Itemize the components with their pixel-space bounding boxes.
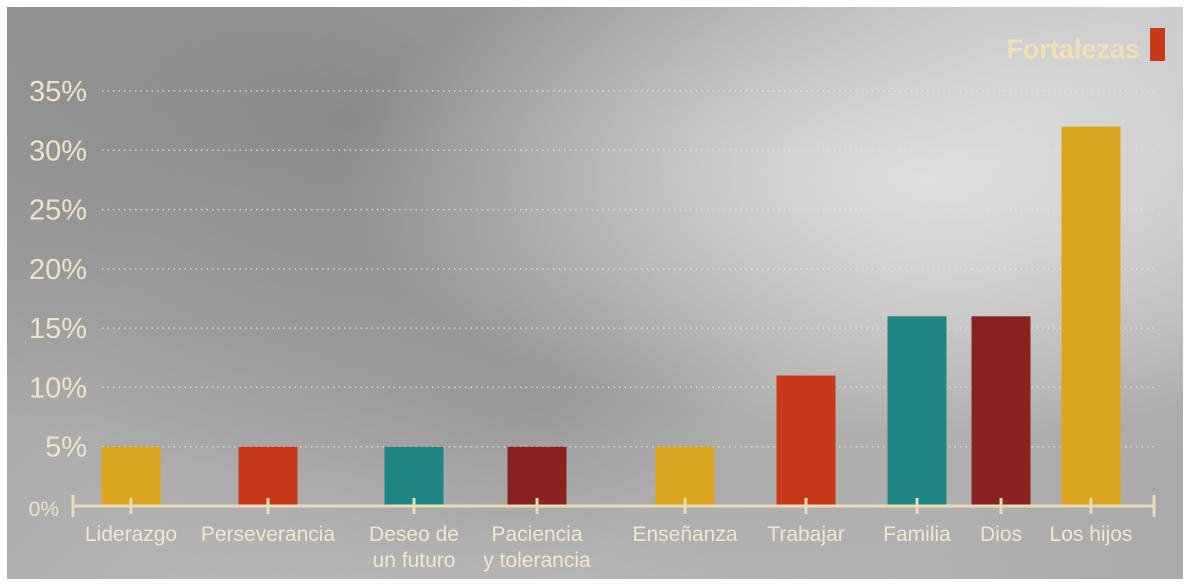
- bar: [101, 446, 161, 506]
- x-tick-label: Los hijos: [1050, 523, 1133, 546]
- x-tick-label: Deseo de: [369, 523, 459, 546]
- y-tick-label: 0%: [29, 498, 59, 521]
- y-tick-label: 20%: [29, 254, 87, 286]
- x-tick-label: Enseñanza: [632, 523, 737, 546]
- bars: [101, 126, 1121, 507]
- y-tick-label: 35%: [29, 76, 87, 108]
- y-tick-label: 10%: [29, 372, 87, 404]
- x-tick-label: un futuro: [373, 549, 456, 572]
- x-tick-label: Dios: [980, 523, 1022, 546]
- x-tick-label: Familia: [883, 523, 951, 546]
- y-tick-label: 30%: [29, 135, 87, 167]
- x-tick-label: Perseverancia: [201, 523, 336, 546]
- legend-label: Fortalezas: [1006, 34, 1140, 64]
- x-tick-label: Trabajar: [767, 523, 844, 546]
- bar: [238, 446, 298, 506]
- bar: [776, 375, 836, 506]
- bar: [655, 446, 715, 506]
- legend: Fortalezas: [1006, 28, 1165, 64]
- y-tick-label: 15%: [29, 313, 87, 345]
- y-axis-ticks: 0% 5% 10% 15% 20% 25% 30% 35%: [29, 76, 87, 521]
- bar: [1061, 126, 1121, 507]
- bar: [971, 316, 1031, 506]
- chart-background: 0% 5% 10% 15% 20% 25% 30% 35% Liderazgo Persever…: [7, 7, 1183, 579]
- x-tick-label: Paciencia: [491, 523, 582, 546]
- bar: [507, 446, 567, 506]
- bar-chart: 0% 5% 10% 15% 20% 25% 30% 35% Liderazgo Persever…: [29, 28, 1165, 572]
- bar: [384, 446, 444, 506]
- x-tick-label: Liderazgo: [85, 523, 177, 546]
- x-tick-label: y tolerancia: [483, 549, 591, 572]
- x-axis: [71, 495, 1156, 517]
- bar: [887, 316, 947, 506]
- y-tick-label: 25%: [29, 195, 87, 227]
- x-axis-labels: Liderazgo Perseverancia Deseo de un futuro P…: [85, 523, 1133, 572]
- y-tick-label: 5%: [45, 432, 87, 464]
- legend-swatch: [1150, 28, 1165, 61]
